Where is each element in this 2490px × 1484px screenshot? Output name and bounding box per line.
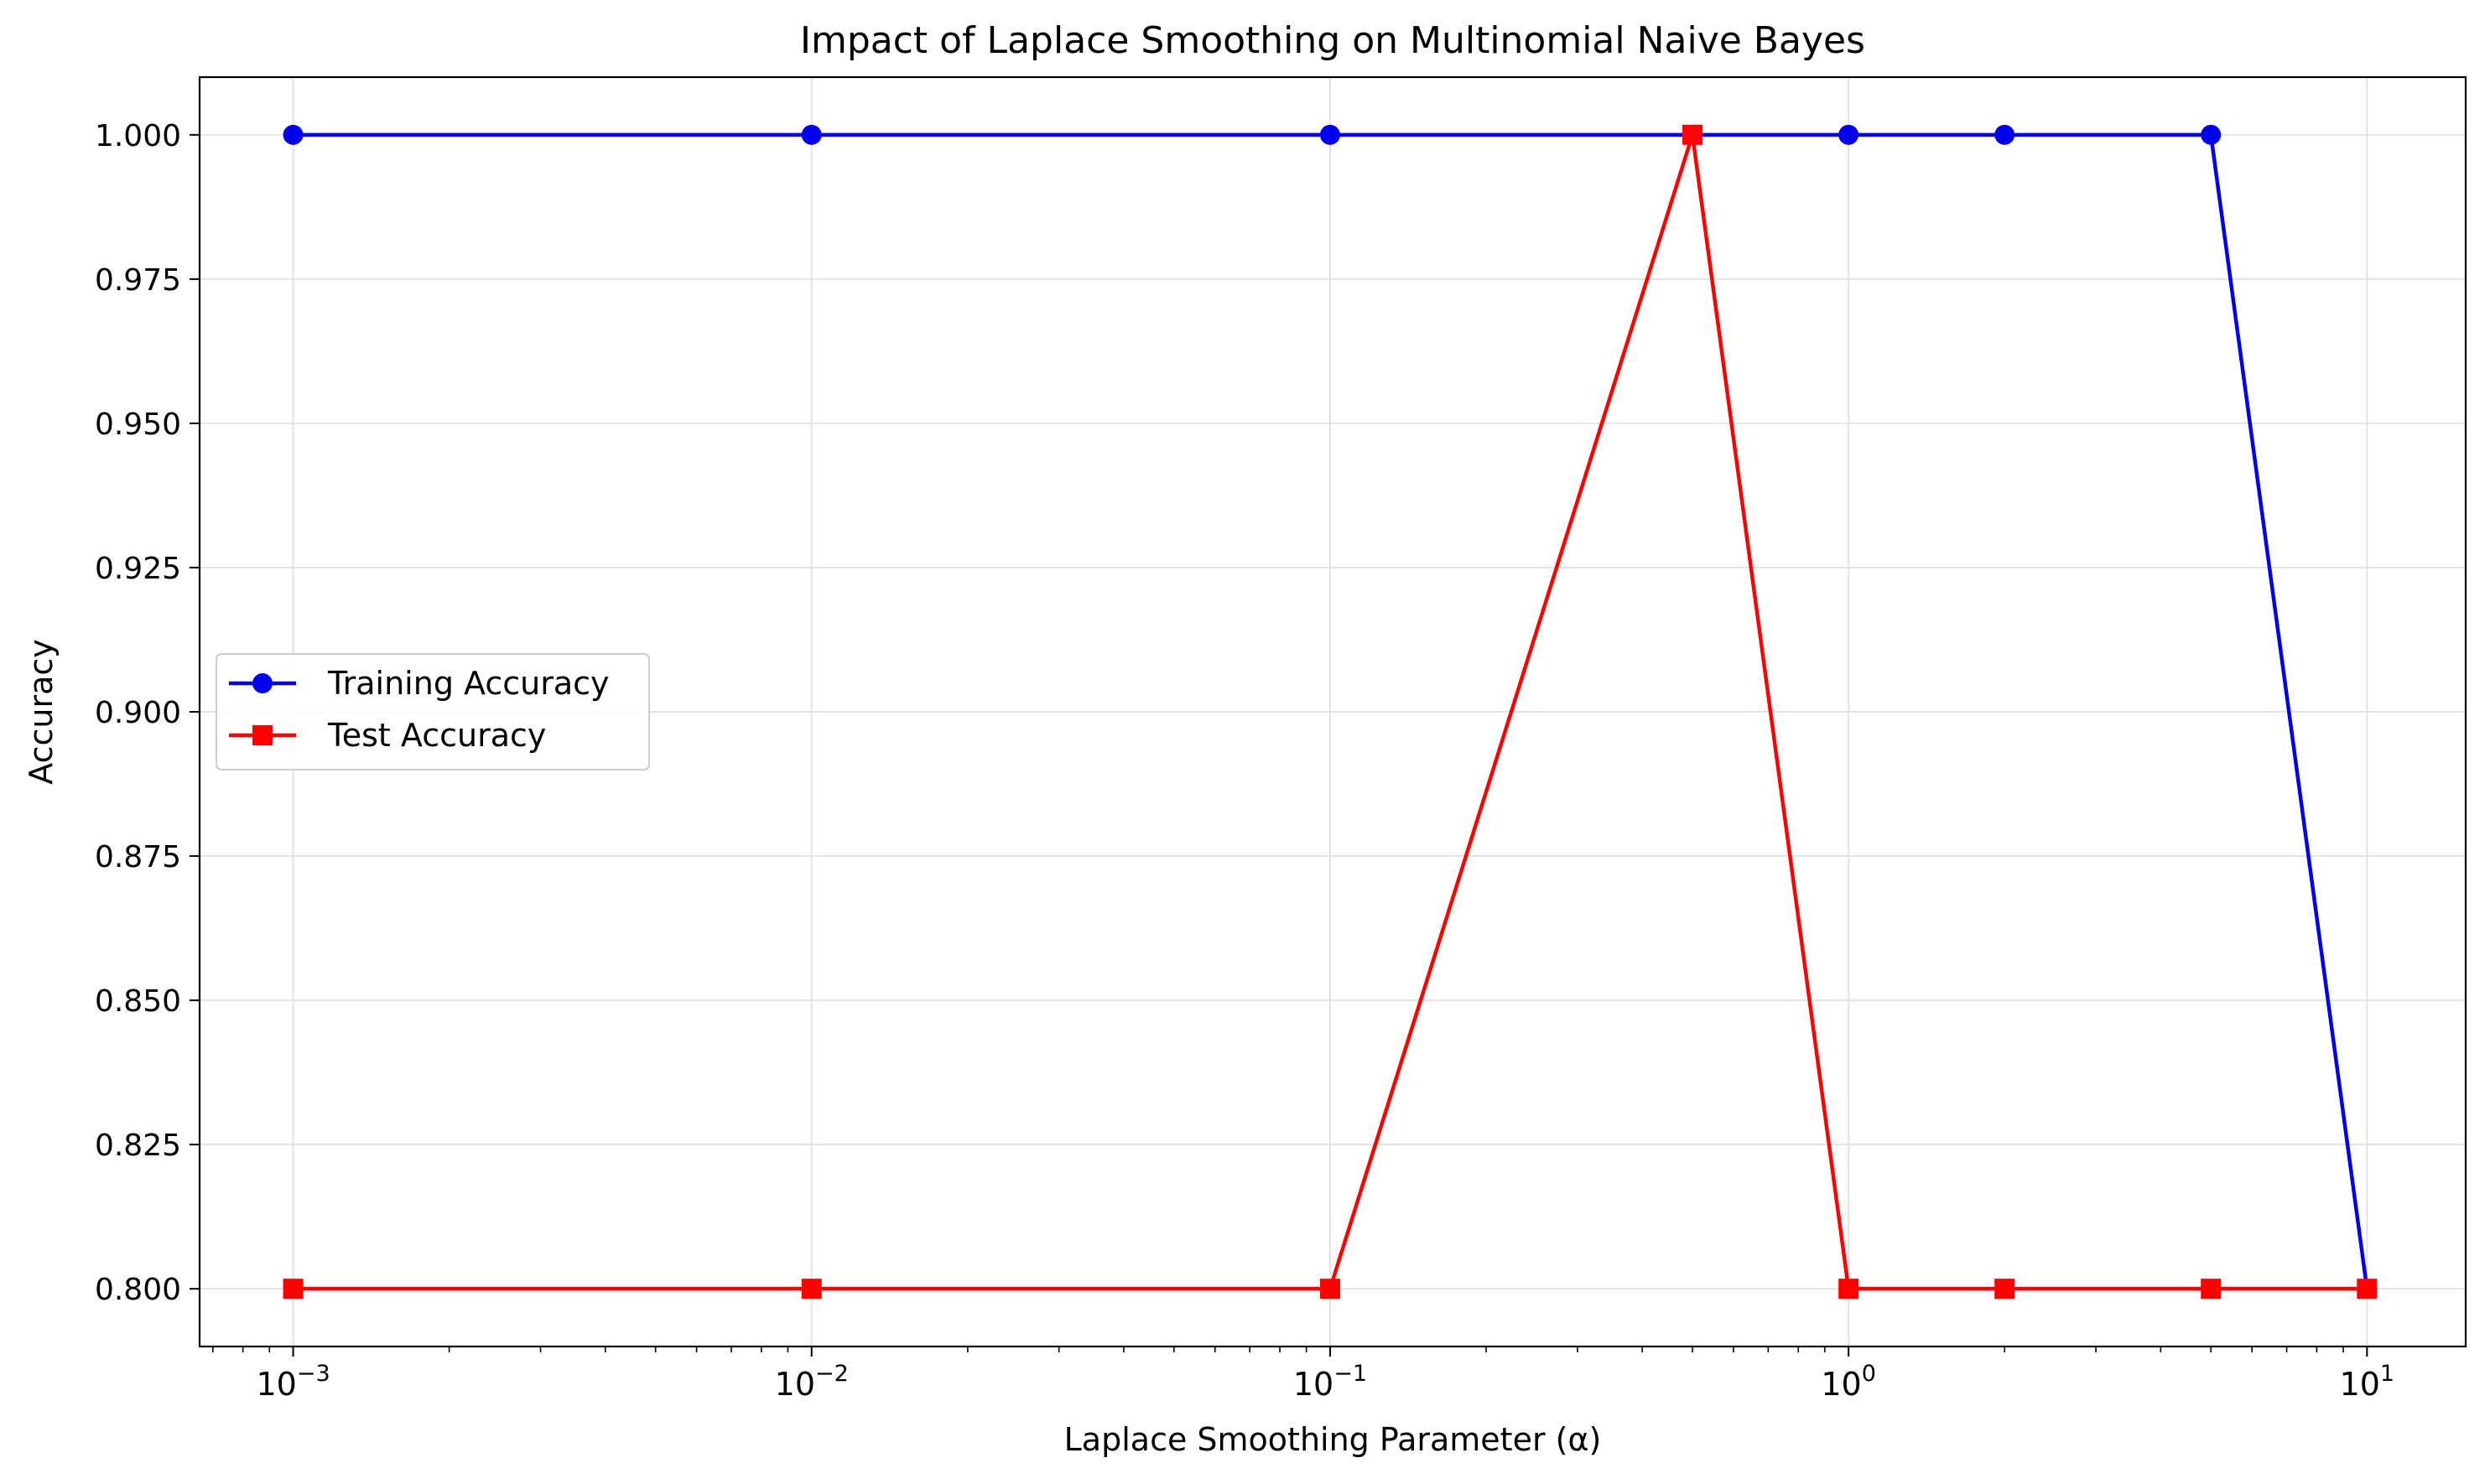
series-layer	[283, 124, 2378, 1300]
legend-label: Test Accuracy	[327, 717, 546, 754]
test-point	[1994, 1279, 2015, 1300]
training-point	[1319, 124, 1340, 145]
series-line-test	[293, 132, 2368, 1291]
y-tick-label: 0.925	[95, 552, 181, 586]
test-point	[283, 1279, 304, 1300]
training-point	[801, 124, 822, 145]
test-point	[1838, 1279, 1859, 1300]
y-tick-label: 0.975	[95, 263, 181, 298]
x-tick-label: 100	[1821, 1361, 1876, 1403]
plot-frame	[198, 75, 2467, 1348]
training-point	[283, 124, 304, 145]
training-point	[1994, 124, 2015, 145]
x-axis-label: Laplace Smoothing Parameter (α)	[1064, 1421, 1602, 1458]
test-point	[2357, 1279, 2378, 1300]
test-point	[1319, 1279, 1340, 1300]
series-line-training	[293, 132, 2369, 1289]
x-tick-label: 10−1	[1293, 1361, 1367, 1403]
legend-label: Training Accuracy	[327, 665, 610, 702]
y-tick-label: 0.850	[95, 984, 181, 1019]
training-point	[1838, 124, 1859, 145]
y-axis-label: Accuracy	[23, 639, 60, 785]
y-tick-label: 0.950	[95, 407, 181, 442]
legend-box	[216, 653, 650, 771]
legend-marker-circle	[252, 673, 273, 693]
y-tick-label: 0.875	[95, 840, 181, 874]
y-tick-label: 0.800	[95, 1273, 181, 1307]
y-tick-label: 0.825	[95, 1129, 181, 1163]
test-point	[2201, 1279, 2222, 1300]
legend: Training Accuracy Test Accuracy	[216, 653, 650, 771]
x-tick-label: 101	[2340, 1361, 2395, 1403]
legend-marker-square	[252, 725, 273, 745]
chart-title: Impact of Laplace Smoothing on Multinomi…	[800, 19, 1865, 62]
test-point	[1682, 124, 1703, 145]
y-tick-label: 1.000	[95, 119, 181, 153]
y-tick-label: 0.900	[95, 696, 181, 730]
x-tick-label: 10−3	[256, 1361, 330, 1403]
test-point	[801, 1279, 822, 1300]
tick-layer: 10−3 10−2 10−1 100 101 0.800 0.825 0.850 0.875 0.…	[95, 119, 2394, 1403]
training-point	[2201, 124, 2222, 145]
x-tick-label: 10−2	[775, 1361, 849, 1403]
